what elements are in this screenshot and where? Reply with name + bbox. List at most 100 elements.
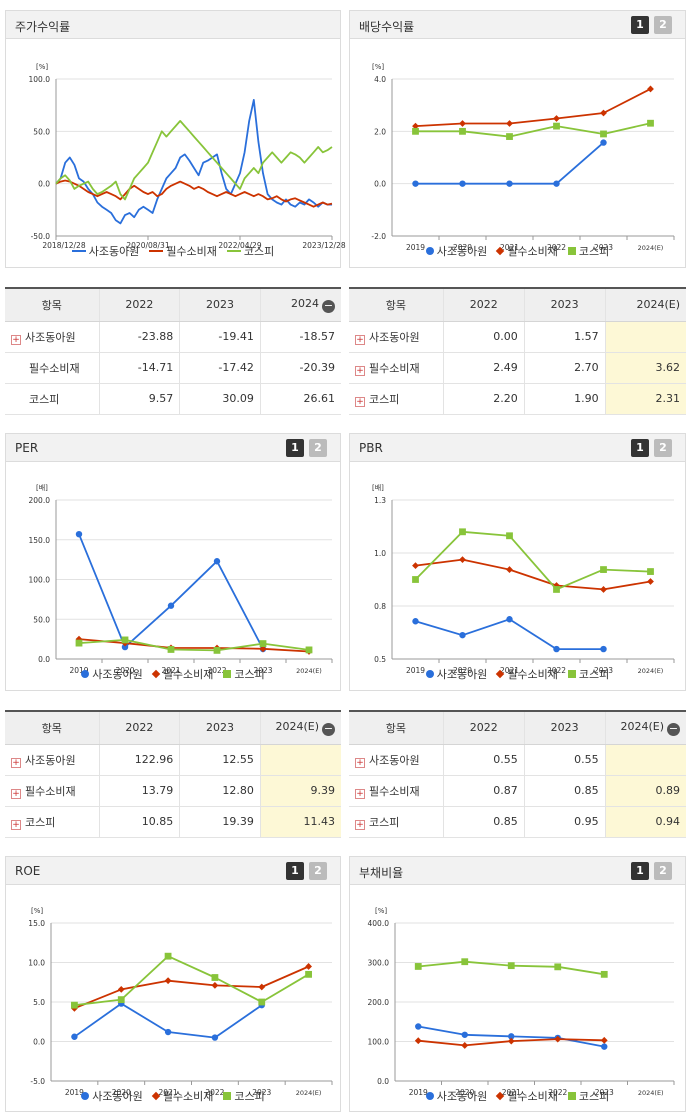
legend-item-food[interactable]: 필수소비재 (151, 668, 213, 681)
expand-plus-icon[interactable]: + (355, 396, 365, 407)
x-tick-label: 2020 (453, 243, 472, 252)
column-header: 2022 (442, 711, 525, 745)
legend-item-food[interactable]: 필수소비재 (496, 245, 558, 258)
x-tick-label: 2023 (594, 243, 613, 252)
x-tick-label: 2023/12/28 (302, 241, 345, 250)
series-line-kospi (414, 530, 651, 591)
row-name-cell[interactable]: + 사조동아원 (349, 744, 444, 776)
value-cell: 2.20 (442, 383, 525, 415)
expand-plus-icon[interactable]: + (11, 334, 21, 345)
value-cell: 0.00 (442, 321, 525, 353)
panel-header: 주가수익률 (6, 11, 340, 39)
x-tick-label: 2020 (453, 666, 472, 675)
annual-toggle-button[interactable]: 1 (631, 862, 649, 880)
pbr-panel: PBR 1 2 [배] 1.3 1.0 0.8 0.5 2019 2020 2021 2022 2… (349, 433, 686, 691)
panel-title: ROE (15, 864, 41, 878)
x-tick-label: 2021 (500, 243, 519, 252)
legend-item-kospi[interactable]: 코스피 (223, 1090, 265, 1103)
series-line-sajo (55, 99, 332, 225)
row-name-cell[interactable]: + 필수소비재 (5, 775, 100, 807)
legend-item-sajo[interactable]: 사조동아원 (71, 245, 139, 258)
y-tick-label: -50.0 (31, 232, 51, 241)
expand-plus-icon[interactable]: + (11, 819, 21, 830)
value-cell: 11.43 (259, 806, 341, 838)
debt-ratio-panel: 부채비율 1 2 [%] 400.0 300.0 200.0 100.0 0.0 2019 2… (349, 856, 686, 1112)
expand-plus-icon[interactable]: + (11, 757, 21, 768)
legend-item-food[interactable]: 필수소비재 (149, 245, 217, 258)
quarter-toggle-button[interactable]: 2 (654, 862, 672, 880)
y-tick-label: -5.0 (30, 1077, 45, 1086)
y-tick-label: 0.0 (374, 180, 386, 189)
data-point-kospi (600, 566, 607, 573)
y-tick-label: -2.0 (371, 232, 386, 241)
legend-item-kospi[interactable]: 코스피 (567, 1090, 609, 1103)
collapse-minus-icon[interactable]: − (667, 721, 680, 736)
series-line-food (415, 88, 651, 127)
expand-plus-icon[interactable]: + (355, 334, 365, 345)
quarter-toggle-button[interactable]: 2 (309, 862, 327, 880)
legend-label: 코스피 (234, 1090, 265, 1103)
value-cell: 0.89 (604, 775, 686, 807)
y-tick-label: 0.0 (38, 180, 50, 189)
legend-item-kospi[interactable]: 코스피 (226, 245, 274, 258)
column-header-label: 2023 (550, 721, 579, 735)
table-row: + 필수소비재 2.49 2.70 3.62 (349, 352, 686, 384)
row-name-cell[interactable]: + 사조동아원 (5, 744, 100, 776)
annual-toggle-button[interactable]: 1 (631, 16, 649, 34)
row-name-cell[interactable]: + 사조동아원 (5, 321, 100, 353)
legend-item-food[interactable]: 필수소비재 (496, 668, 558, 681)
circle-marker-icon (425, 247, 434, 255)
annual-toggle-button[interactable]: 1 (286, 439, 304, 457)
panel-header: 부채비율 1 2 (350, 857, 685, 885)
legend-item-food[interactable]: 필수소비재 (151, 1090, 213, 1103)
panel-title: 배당수익률 (359, 20, 415, 34)
column-header-label: 2023 (206, 721, 235, 735)
expand-plus-icon[interactable]: + (355, 757, 365, 768)
expand-plus-icon[interactable]: + (355, 788, 365, 799)
annual-toggle-button[interactable]: 1 (631, 439, 649, 457)
collapse-minus-icon[interactable]: − (322, 298, 335, 313)
annual-toggle-button[interactable]: 1 (286, 862, 304, 880)
legend-item-kospi[interactable]: 코스피 (567, 245, 609, 258)
quarter-toggle-button[interactable]: 2 (309, 439, 327, 457)
column-header-label: 2022 (469, 721, 498, 735)
data-point-kospi (647, 568, 654, 575)
x-tick-label: 2024(E) (638, 244, 664, 252)
data-point-kospi (461, 958, 469, 966)
expand-plus-icon[interactable]: + (355, 819, 365, 830)
legend-item-sajo[interactable]: 사조동아원 (81, 668, 143, 681)
value-cell: 2.49 (442, 352, 525, 384)
price-return-panel: 주가수익률 [%] 100.0 50.0 0.0 -50.0 2018/12/28 2020… (5, 10, 346, 268)
data-point-kospi (121, 636, 129, 644)
value-cell: -20.39 (259, 352, 341, 384)
row-name-cell[interactable]: + 사조동아원 (349, 321, 444, 353)
row-name: 코스피 (369, 392, 400, 406)
row-name-cell[interactable]: + 필수소비재 (349, 352, 444, 384)
legend-item-kospi[interactable]: 코스피 (223, 668, 265, 681)
value-cell (604, 321, 686, 353)
data-point-sajo (412, 180, 419, 187)
row-name-cell[interactable]: + 코스피 (349, 383, 444, 415)
legend-label: 필수소비재 (166, 245, 217, 258)
row-name-cell[interactable]: + 코스피 (5, 806, 100, 838)
expand-plus-icon[interactable]: + (11, 788, 21, 799)
y-tick-label: 1.3 (374, 496, 386, 505)
collapse-minus-icon[interactable]: − (322, 721, 335, 736)
legend-item-sajo[interactable]: 사조동아원 (81, 1090, 143, 1103)
row-name-cell[interactable]: + 필수소비재 (349, 775, 444, 807)
legend-item-kospi[interactable]: 코스피 (567, 668, 609, 681)
quarter-toggle-button[interactable]: 2 (654, 16, 672, 34)
y-tick-label: 100.0 (29, 75, 51, 84)
quarter-toggle-button[interactable]: 2 (654, 439, 672, 457)
legend-item-sajo[interactable]: 사조동아원 (425, 668, 487, 681)
row-name-cell[interactable]: + 코스피 (349, 806, 444, 838)
legend-item-food[interactable]: 필수소비재 (496, 1090, 558, 1103)
data-point-food (305, 963, 312, 970)
dividend-yield-chart: [%] 4.0 2.0 0.0 -2.0 2019 2020 2021 2022 2023 2024… (371, 63, 675, 252)
x-tick-label: 2021 (161, 666, 180, 675)
legend-item-sajo[interactable]: 사조동아원 (425, 245, 487, 258)
data-point-kospi (553, 586, 560, 593)
value-cell (259, 744, 341, 776)
expand-plus-icon[interactable]: + (355, 365, 365, 376)
legend-item-sajo[interactable]: 사조동아원 (425, 1090, 487, 1103)
